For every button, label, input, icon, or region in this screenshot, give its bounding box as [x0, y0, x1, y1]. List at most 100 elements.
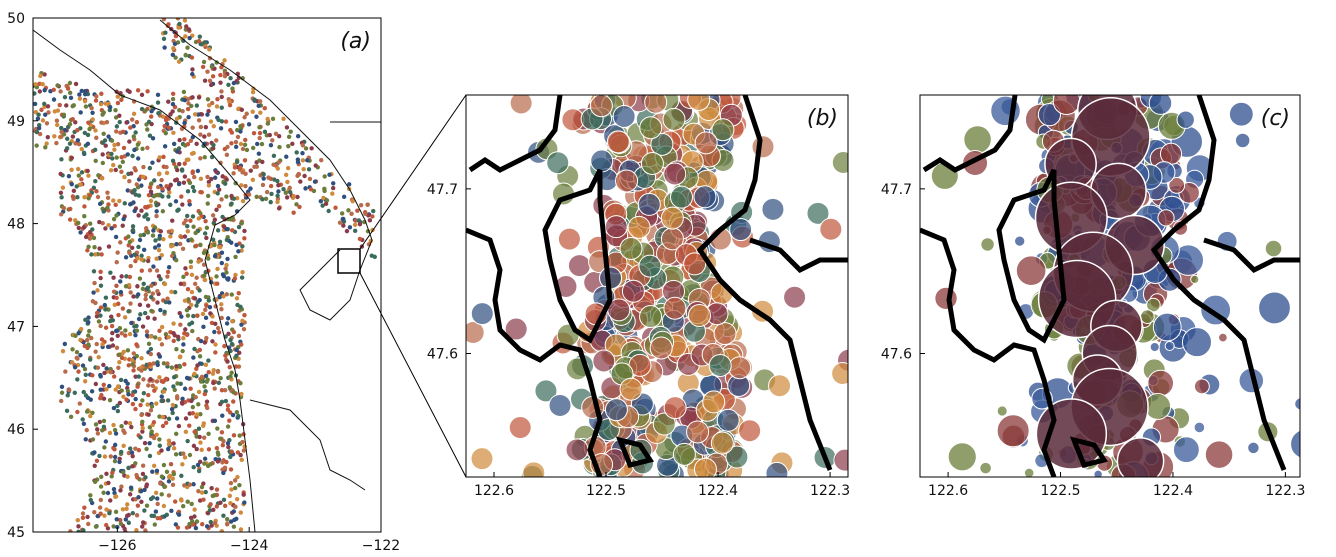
drifter-dot	[218, 500, 223, 505]
drifter-dot	[114, 129, 119, 134]
drifter-dot	[639, 116, 663, 140]
drifter-dot	[156, 247, 162, 253]
drifter-dot	[181, 282, 187, 287]
drifter-dot	[288, 189, 293, 195]
drifter-dot	[33, 91, 37, 96]
drifter-dot	[221, 294, 226, 299]
drifter-dot	[229, 341, 235, 347]
y-tick-label: 47.6	[881, 347, 912, 363]
drifter-dot	[115, 333, 120, 338]
drifter-dot	[240, 146, 246, 152]
drifter-dot	[90, 437, 96, 442]
drifter-dot	[99, 176, 104, 181]
drifter-dot	[168, 234, 173, 239]
drifter-dot	[179, 194, 184, 199]
drifter-dot	[67, 80, 73, 86]
drifter-dot	[61, 205, 67, 211]
drifter-dot	[106, 202, 111, 207]
drifter-dot	[177, 107, 182, 113]
drifter-layer	[33, 18, 377, 532]
drifter-dot	[212, 329, 217, 335]
drifter-dot	[191, 224, 196, 229]
drifter-dot	[90, 373, 95, 378]
drifter-dot	[72, 365, 78, 370]
drifter-dot	[211, 146, 216, 151]
drifter-dot	[210, 371, 216, 376]
drifter-dot	[68, 414, 74, 420]
drifter-dot	[238, 141, 244, 147]
drifter-dot	[230, 412, 236, 418]
drifter-dot	[143, 528, 148, 532]
drifter-dot	[231, 433, 237, 438]
drifter-dot	[229, 292, 234, 297]
drifter-dot	[157, 375, 162, 380]
drifter-dot	[189, 272, 195, 278]
drifter-dot	[139, 412, 144, 418]
drifter-dot	[209, 176, 214, 182]
drifter-dot	[129, 424, 134, 430]
drifter-dot	[230, 86, 235, 91]
drifter-dot	[257, 125, 262, 130]
drifter-dot	[212, 217, 218, 222]
drifter-dot	[117, 113, 122, 118]
drifter-dot	[86, 521, 91, 527]
drifter-dot	[206, 108, 211, 114]
drifter-dot	[140, 146, 145, 151]
drifter-dot	[57, 102, 62, 108]
drifter-dot	[61, 112, 67, 118]
drifter-dot	[127, 178, 132, 184]
drifter-dot	[55, 83, 60, 88]
drifter-dot	[198, 156, 203, 161]
drifter-dot	[1172, 436, 1200, 464]
drifter-dot	[320, 203, 325, 208]
drifter-dot	[228, 217, 233, 222]
drifter-dot	[127, 274, 133, 280]
drifter-dot	[234, 242, 239, 248]
drifter-dot	[205, 405, 210, 411]
drifter-dot	[135, 88, 141, 93]
drifter-dot	[81, 150, 87, 156]
drifter-dot	[188, 218, 193, 223]
drifter-dot	[174, 241, 179, 247]
drifter-dot	[128, 263, 133, 269]
drifter-dot	[214, 487, 220, 492]
drifter-dot	[78, 230, 83, 235]
drifter-dot	[235, 196, 240, 201]
drifter-dot	[155, 192, 161, 198]
drifter-dot	[114, 283, 119, 289]
drifter-dot	[295, 159, 301, 165]
drifter-dot	[165, 361, 170, 366]
drifter-dot	[470, 447, 494, 471]
drifter-dot	[236, 413, 241, 419]
drifter-dot	[222, 503, 228, 508]
drifter-dot	[154, 213, 159, 219]
drifter-dot	[224, 177, 229, 182]
drifter-dot	[112, 142, 117, 148]
drifter-dot	[194, 303, 199, 308]
drifter-dot	[185, 213, 190, 219]
drifter-dot	[152, 522, 157, 527]
y-tick-label: 50	[7, 11, 25, 27]
drifter-dot	[162, 144, 168, 149]
drifter-dot	[182, 120, 187, 126]
drifter-dot	[652, 412, 676, 436]
drifter-dot	[157, 354, 163, 359]
drifter-dot	[166, 493, 172, 498]
drifter-dot	[1152, 312, 1182, 342]
drifter-dot	[212, 520, 218, 526]
drifter-dot	[196, 95, 202, 100]
drifter-dot	[192, 507, 197, 512]
drifter-dot	[224, 517, 230, 522]
drifter-dot	[122, 315, 128, 320]
drifter-dot	[357, 222, 363, 227]
drifter-dot	[59, 134, 64, 139]
drifter-dot	[640, 151, 664, 175]
drifter-dot	[1193, 378, 1210, 395]
drifter-dot	[141, 164, 146, 170]
drifter-dot	[672, 442, 696, 466]
drifter-dot	[79, 170, 85, 175]
drifter-dot	[87, 126, 92, 132]
drifter-dot	[145, 258, 151, 264]
drifter-dot	[141, 281, 146, 287]
drifter-dot	[58, 89, 63, 94]
